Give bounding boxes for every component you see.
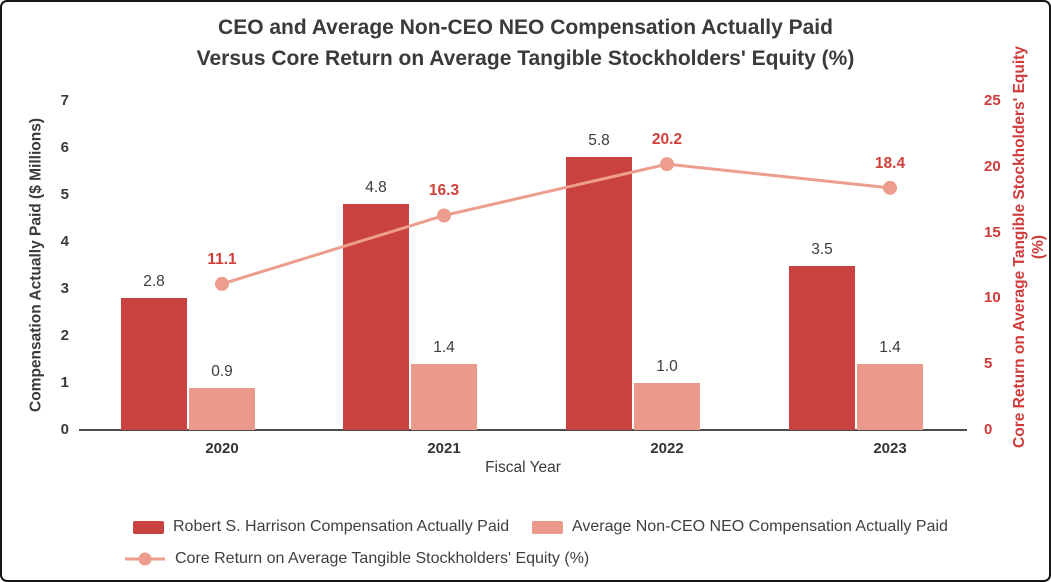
x-axis-label-2021: 2021 — [427, 440, 461, 457]
chart-title-line2: Versus Core Return on Average Tangible S… — [196, 47, 855, 70]
bar-value-non_ceo-2023: 1.4 — [879, 339, 901, 357]
chart-title: CEO and Average Non-CEO NEO Compensation… — [2, 12, 1049, 74]
x-axis-label-2022: 2022 — [650, 440, 684, 457]
legend-item-core-return: Core Return on Average Tangible Stockhol… — [124, 550, 589, 568]
bar-non_ceo-2021 — [411, 364, 477, 430]
x-axis-title: Fiscal Year — [485, 459, 561, 476]
right-axis-tick-20: 20 — [984, 157, 1001, 175]
bar-value-ceo-2021: 4.8 — [365, 179, 387, 197]
line-point-2022 — [660, 157, 674, 172]
left-axis-tick-7: 7 — [60, 92, 69, 109]
line-value-2021: 16.3 — [428, 182, 460, 200]
left-axis-tick-4: 4 — [60, 233, 69, 250]
right-axis-tick-5: 5 — [984, 355, 993, 373]
legend-item-ceo: Robert S. Harrison Compensation Actually… — [133, 518, 509, 536]
bar-ceo-2022 — [566, 157, 632, 430]
left-axis-tick-0: 0 — [60, 421, 69, 438]
legend-swatch-non-ceo — [532, 520, 563, 534]
bar-value-ceo-2022: 5.8 — [588, 132, 610, 150]
left-axis-tick-3: 3 — [60, 280, 69, 297]
left-axis-tick-5: 5 — [60, 186, 69, 203]
bar-value-non_ceo-2020: 0.9 — [211, 362, 233, 380]
legend-label-core-return: Core Return on Average Tangible Stockhol… — [175, 550, 590, 567]
bar-value-non_ceo-2022: 1.0 — [656, 358, 678, 375]
legend-line-marker-icon — [125, 552, 165, 566]
bar-value-ceo-2020: 2.8 — [143, 273, 165, 291]
line-value-2020: 11.1 — [207, 250, 237, 268]
x-axis-line — [79, 429, 967, 431]
right-axis-tick-15: 15 — [984, 223, 1001, 241]
x-axis-label-2023: 2023 — [873, 440, 907, 457]
x-axis-label-2020: 2020 — [205, 440, 239, 457]
right-axis-tick-10: 10 — [984, 289, 1001, 307]
line-point-2023 — [883, 180, 897, 195]
right-axis-tick-0: 0 — [984, 421, 993, 438]
left-axis-tick-2: 2 — [60, 327, 69, 344]
legend-label-ceo: Robert S. Harrison Compensation Actually… — [173, 518, 510, 535]
bar-ceo-2023 — [789, 265, 855, 430]
left-axis-tick-6: 6 — [60, 139, 69, 156]
line-value-2023: 18.4 — [874, 154, 906, 172]
legend-item-non-ceo: Average Non-CEO NEO Compensation Actuall… — [532, 518, 948, 536]
bar-ceo-2021 — [343, 204, 409, 430]
line-point-2021 — [437, 208, 451, 223]
right-axis-tick-25: 25 — [984, 92, 1001, 109]
left-axis-tick-1: 1 — [60, 374, 69, 391]
line-value-2022: 20.2 — [651, 131, 683, 149]
legend-label-non-ceo: Average Non-CEO NEO Compensation Actuall… — [572, 518, 948, 535]
bar-value-non_ceo-2021: 1.4 — [433, 339, 455, 357]
bar-non_ceo-2022 — [634, 383, 700, 430]
chart-title-line1: CEO and Average Non-CEO NEO Compensation… — [218, 16, 833, 39]
bar-ceo-2020 — [121, 298, 187, 430]
bar-value-ceo-2023: 3.5 — [811, 240, 833, 258]
legend-swatch-ceo — [133, 520, 164, 534]
bar-non_ceo-2023 — [857, 364, 923, 430]
line-point-2020 — [215, 276, 229, 291]
bar-non_ceo-2020 — [189, 387, 255, 430]
